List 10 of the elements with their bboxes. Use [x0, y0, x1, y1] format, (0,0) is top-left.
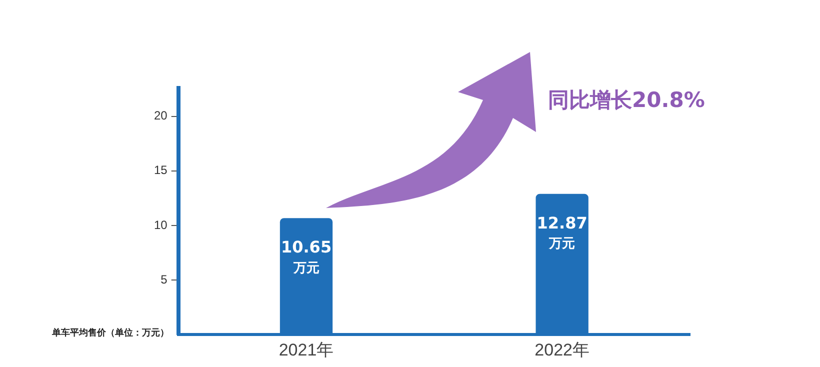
x-tick-label: 2022年 — [534, 340, 590, 360]
y-axis-title: 单车平均售价（单位：万元） — [51, 327, 169, 338]
annotation: 同比增长20.8% — [548, 87, 705, 114]
data-label: 10.65 万元 — [280, 238, 332, 276]
x-tick-label: 2021年 — [278, 340, 334, 360]
y-tick-label: 5 — [160, 272, 168, 286]
y-tick-label: 20 — [154, 108, 168, 123]
y-tick-label: 10 — [154, 218, 168, 232]
y-tick-label: 15 — [154, 163, 168, 178]
data-label: 12.87 万元 — [536, 213, 588, 252]
